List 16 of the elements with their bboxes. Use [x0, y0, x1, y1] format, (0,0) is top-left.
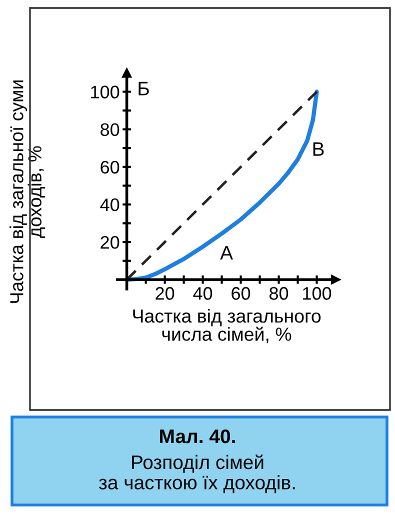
y-tick-label: 80	[100, 123, 120, 136]
x-tick-label: 60	[232, 287, 250, 300]
annotation: В	[313, 142, 324, 156]
x-tick-label: 20	[156, 287, 174, 300]
x-axis-title: Частка від загального числа сімей, %	[133, 308, 321, 344]
x-tick-label: 100	[303, 287, 332, 300]
y-tick-label: 20	[100, 236, 120, 249]
annotation: А	[220, 246, 233, 260]
annotation: Б	[138, 82, 149, 96]
y-tick-label: 60	[100, 160, 120, 174]
text: Розподіл сімей за часткою їх доходів.	[98, 454, 295, 494]
x-tick-label: 80	[270, 287, 288, 300]
y-tick-label: 100	[91, 86, 120, 98]
x-tick-label: 40	[193, 287, 212, 300]
y-tick-label: 40	[100, 198, 120, 212]
text: Мал. 40.	[160, 429, 235, 444]
